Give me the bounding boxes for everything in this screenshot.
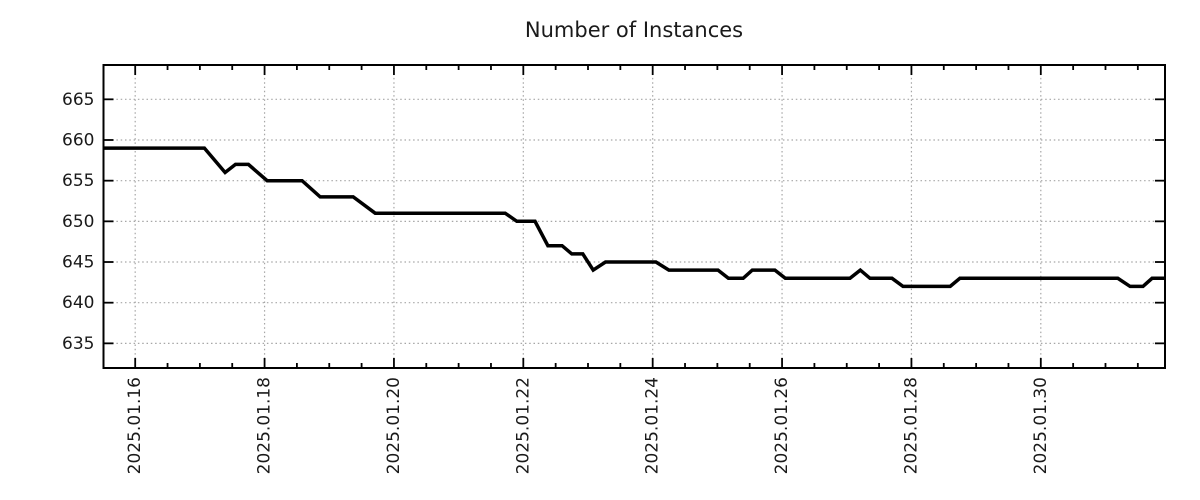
axis-tick-marks — [103, 65, 1165, 368]
y-tick-label: 665 — [62, 90, 94, 110]
x-tick-label: 2025.01.22 — [513, 377, 533, 474]
y-tick-label: 645 — [62, 253, 94, 273]
y-tick-label: 640 — [62, 293, 94, 313]
grid-layer — [103, 65, 1165, 368]
x-tick-label: 2025.01.16 — [125, 377, 145, 474]
chart-title: Number of Instances — [525, 18, 743, 42]
x-tick-label: 2025.01.26 — [772, 377, 792, 474]
y-axis-labels: 635 640 645 650 655 660 665 — [62, 90, 94, 354]
x-tick-label: 2025.01.30 — [1031, 377, 1051, 474]
series-line-instances — [103, 146, 1165, 289]
y-tick-label: 660 — [62, 130, 94, 150]
plot-border — [102, 64, 1166, 369]
y-tick-label: 635 — [62, 334, 94, 354]
y-tick-label: 655 — [62, 171, 94, 191]
y-tick-label: 650 — [62, 212, 94, 232]
x-tick-label: 2025.01.24 — [643, 377, 663, 474]
x-axis-labels: 2025.01.16 2025.01.18 2025.01.20 2025.01.22… — [125, 377, 1051, 474]
x-tick-label: 2025.01.28 — [901, 377, 921, 474]
x-tick-label: 2025.01.18 — [255, 377, 275, 474]
x-tick-label: 2025.01.20 — [384, 377, 404, 474]
